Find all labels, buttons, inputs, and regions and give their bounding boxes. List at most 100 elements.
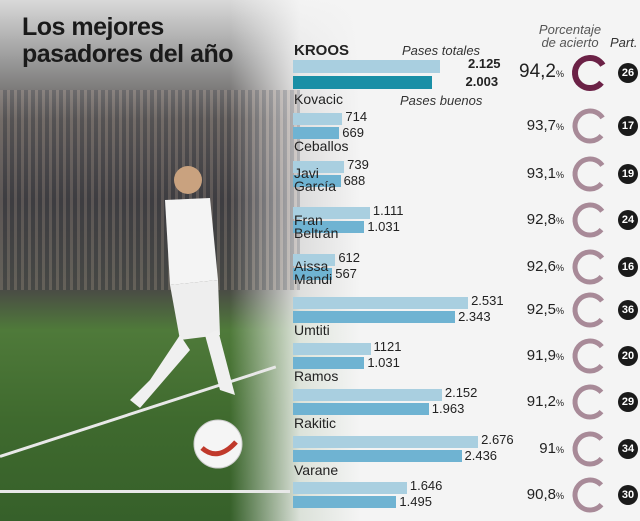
accuracy-number: 91 — [539, 440, 556, 457]
value-good-passes: 2.343 — [458, 309, 491, 324]
value-good-passes: 669 — [342, 125, 364, 140]
accuracy-ring-arc — [572, 477, 608, 513]
title-line-1: Los mejores — [22, 13, 164, 41]
matches-badge: 34 — [618, 439, 638, 459]
matches-badge: 19 — [618, 164, 638, 184]
bar-good-passes — [293, 496, 397, 508]
bar-good-passes — [293, 311, 456, 323]
accuracy-value: 91,2% — [494, 393, 564, 410]
header-accuracy-line-2: de acierto — [541, 35, 599, 50]
percent-sign: % — [555, 398, 564, 408]
player-name: Umtiti — [294, 322, 330, 338]
percent-sign: % — [555, 352, 564, 362]
accuracy-ring-icon — [570, 336, 610, 376]
value-good-passes: 1.031 — [367, 355, 400, 370]
stadium-crowd — [0, 90, 300, 290]
bar-total-passes — [293, 161, 345, 173]
percent-sign: % — [555, 306, 564, 316]
player-name: Kovacic — [294, 91, 344, 107]
bar-total-passes — [293, 207, 370, 219]
header-accuracy-line-1: Porcentaje — [538, 22, 602, 37]
bar-good-passes — [293, 450, 462, 462]
accuracy-ring-arc — [572, 156, 608, 192]
percent-sign: % — [555, 170, 564, 180]
value-good-passes: 688 — [343, 173, 366, 188]
value-total-passes: 1.646 — [409, 478, 443, 493]
accuracy-number: 90,8 — [526, 486, 556, 503]
bar-total-passes — [293, 297, 469, 309]
bar-good-passes — [293, 403, 429, 415]
page-title: Los mejores pasadores del año — [22, 13, 234, 68]
header-matches: Part. — [610, 35, 638, 50]
accuracy-ring-icon — [570, 200, 610, 240]
accuracy-ring-icon — [570, 290, 610, 330]
accuracy-number: 91,9 — [526, 347, 556, 364]
accuracy-ring-arc — [572, 249, 608, 285]
accuracy-value: 92,6% — [494, 258, 564, 275]
matches-badge: 17 — [618, 116, 638, 136]
player-name: Javi García — [294, 165, 337, 194]
value-total-passes: 612 — [338, 250, 361, 265]
ball-icon — [193, 419, 243, 469]
accuracy-number: 91,2 — [526, 393, 556, 410]
accuracy-ring-arc — [572, 108, 608, 144]
bar-total-passes — [293, 343, 371, 355]
accuracy-ring-icon — [570, 382, 610, 422]
accuracy-number: 92,5 — [526, 301, 556, 318]
bar-total-passes — [293, 60, 440, 73]
accuracy-ring-icon — [570, 247, 610, 287]
percent-sign: % — [555, 263, 564, 273]
player-name: Ceballos — [294, 138, 349, 154]
accuracy-ring-icon — [570, 53, 610, 93]
header-accuracy: Porcentaje de acierto — [538, 23, 602, 49]
header-good-passes: Pases buenos — [400, 93, 483, 108]
accuracy-number: 93,7 — [526, 117, 556, 134]
player-name: Ramos — [294, 368, 339, 384]
value-total-passes: 2.531 — [471, 293, 504, 308]
value-good-passes: 2.436 — [464, 448, 498, 463]
value-total-passes: 2.125 — [468, 56, 501, 71]
accuracy-number: 93,1 — [526, 165, 556, 182]
accuracy-ring-arc — [572, 202, 608, 238]
matches-badge: 30 — [618, 485, 638, 505]
bar-good-passes — [293, 221, 365, 233]
matches-badge: 16 — [618, 257, 638, 277]
bar-total-passes — [293, 436, 479, 448]
value-total-passes: 2.676 — [481, 432, 514, 447]
accuracy-value: 93,7% — [494, 117, 564, 134]
accuracy-ring-icon — [570, 475, 610, 515]
accuracy-number: 94,2 — [519, 61, 556, 82]
value-good-passes: 2.003 — [465, 74, 499, 89]
accuracy-ring-arc — [572, 431, 608, 467]
matches-badge: 20 — [618, 346, 638, 366]
value-good-passes: 567 — [335, 266, 357, 281]
player-name: KROOS — [294, 42, 350, 59]
bar-total-passes — [293, 113, 343, 125]
player-name: Rakitic — [294, 415, 337, 431]
accuracy-value: 92,8% — [494, 211, 564, 228]
accuracy-number: 92,6 — [526, 258, 556, 275]
bar-good-passes — [293, 357, 365, 369]
value-total-passes: 714 — [345, 109, 368, 124]
accuracy-number: 92,8 — [526, 211, 556, 228]
accuracy-ring-icon — [570, 154, 610, 194]
player-name: Aissa Mandi — [294, 258, 333, 287]
bar-good-passes — [293, 76, 432, 89]
accuracy-ring-arc — [572, 292, 608, 328]
bar-total-passes — [293, 389, 442, 401]
percent-sign: % — [555, 491, 564, 501]
accuracy-ring-arc — [572, 55, 608, 91]
value-good-passes: 1.031 — [367, 219, 400, 234]
title-line-2: pasadores del año — [22, 40, 234, 68]
value-good-passes: 1.963 — [431, 401, 465, 416]
accuracy-value: 90,8% — [494, 486, 564, 503]
player-name: Varane — [294, 462, 339, 478]
matches-badge: 24 — [618, 210, 638, 230]
accuracy-ring-arc — [572, 338, 608, 374]
pitch-line — [0, 490, 290, 493]
percent-sign: % — [555, 69, 564, 79]
accuracy-value: 92,5% — [494, 301, 564, 318]
percent-sign: % — [555, 445, 564, 455]
accuracy-value: 93,1% — [494, 165, 564, 182]
percent-sign: % — [555, 216, 564, 226]
